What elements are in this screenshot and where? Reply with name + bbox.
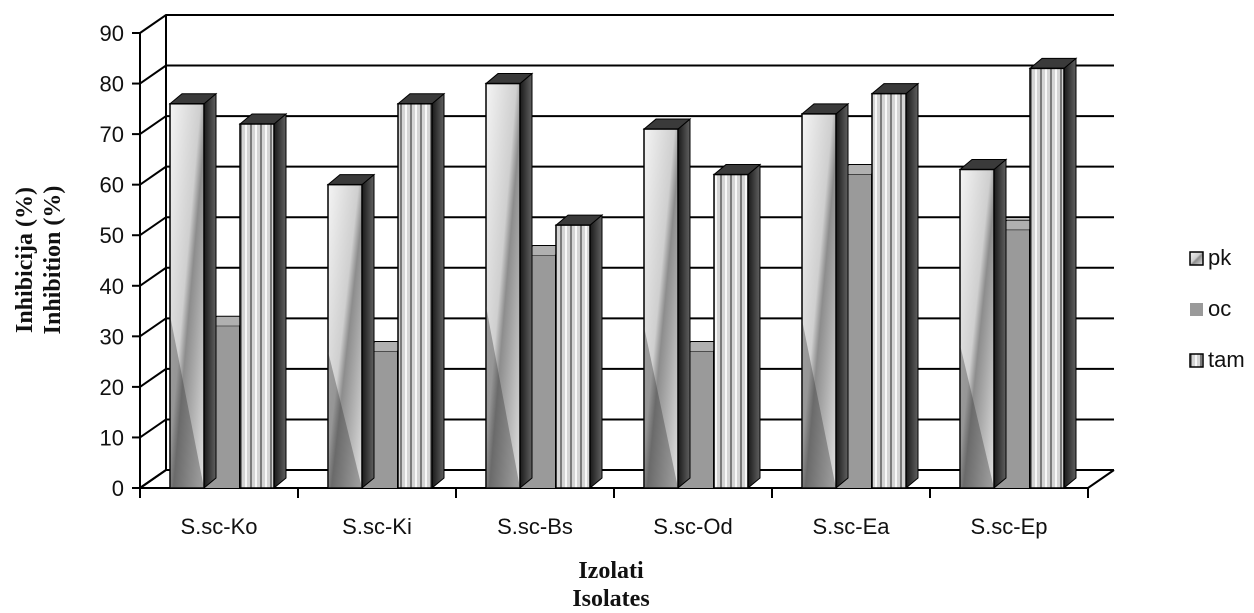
legend-item-oc: oc [1190, 296, 1231, 321]
y-tick-label: 80 [100, 72, 124, 97]
bar-front [801, 113, 837, 489]
bar-front [871, 92, 907, 489]
bar-tam-S.sc-Ep [1028, 57, 1078, 490]
bar-tam-S.sc-Ki [396, 92, 446, 490]
legend: pk oc tam [1189, 245, 1245, 372]
legend-label: oc [1208, 296, 1231, 321]
bar-front [169, 103, 205, 489]
legend-swatch [1190, 303, 1203, 316]
y-tick-label: 0 [112, 476, 124, 501]
x-axis-title-line1: Izolati [578, 558, 644, 584]
legend-item-pk: pk [1189, 245, 1232, 270]
bar-pk-S.sc-Ea [800, 102, 850, 490]
bar-front [397, 103, 433, 489]
bar-pk-S.sc-Ep [958, 158, 1008, 490]
y-tick-label: 90 [100, 21, 124, 46]
gridline [139, 469, 1114, 489]
gridline [139, 165, 1114, 186]
bar-front [327, 183, 363, 489]
y-axis-title-line1: Inhibicija (%) [12, 187, 38, 333]
bar-front [1029, 67, 1065, 489]
x-category-label: S.sc-Ea [812, 514, 890, 539]
bar-front [959, 168, 995, 489]
legend-swatch [1189, 251, 1204, 266]
y-tick-label: 40 [100, 274, 124, 299]
gridline [139, 266, 1114, 287]
bar-tam-S.sc-Bs [554, 214, 604, 490]
left-wall [139, 15, 167, 489]
bar-shade [644, 326, 678, 488]
bar-pk-S.sc-Ki [326, 173, 376, 490]
y-tick-label: 60 [100, 173, 124, 198]
bar-shade [328, 351, 362, 488]
gridline [139, 367, 1114, 388]
bar-side [361, 173, 375, 490]
gridline [139, 317, 1114, 338]
bar-shade [960, 344, 994, 488]
bar-tam-S.sc-Ko [238, 112, 288, 490]
bar-pk-S.sc-Od [642, 117, 692, 490]
y-tick-label: 10 [100, 425, 124, 450]
legend-label: pk [1208, 245, 1232, 270]
bar-side [905, 82, 919, 490]
gridline [139, 14, 1114, 34]
gridline [139, 115, 1114, 135]
y-axis-title-line2: Inhibition (%) [40, 186, 66, 335]
x-category-label: S.sc-Ep [970, 514, 1047, 539]
x-category-label: S.sc-Ko [180, 514, 257, 539]
y-tick-label: 30 [100, 324, 124, 349]
y-tick-label: 50 [100, 223, 124, 248]
gridlines [139, 14, 1114, 489]
bar-shade [170, 315, 204, 488]
legend-label: tam [1208, 347, 1245, 372]
bar-side [589, 214, 603, 490]
bar-side [677, 117, 691, 490]
bar-side [203, 92, 217, 490]
bar-shade [802, 319, 836, 488]
bar-front [555, 224, 591, 489]
bar-front [713, 173, 749, 489]
bar-side [273, 112, 287, 490]
x-category-label: S.sc-Ki [342, 514, 412, 539]
bar-side [993, 158, 1007, 490]
x-axis-title-line2: Isolates [572, 586, 649, 612]
y-axis-ticks: 0 10 20 30 40 50 60 70 80 90 [100, 21, 140, 501]
y-tick-label: 20 [100, 375, 124, 400]
gridline [139, 418, 1114, 439]
bar-pk-S.sc-Ko [168, 92, 218, 490]
x-axis-categories: S.sc-Ko S.sc-Ki S.sc-Bs S.sc-Od S.sc-Ea S.sc-… [139, 488, 1089, 539]
y-tick-label: 70 [100, 122, 124, 147]
bar-side [519, 72, 533, 490]
bar-front [485, 82, 521, 489]
legend-swatch [1189, 353, 1204, 368]
legend-item-tam: tam [1189, 347, 1245, 372]
gridline [139, 64, 1114, 85]
bar-front [643, 128, 679, 489]
bar-side [835, 102, 849, 490]
bars [168, 57, 1078, 490]
bar-side [1063, 57, 1077, 490]
bar-tam-S.sc-Od [712, 163, 762, 490]
gridline [139, 216, 1114, 237]
bar-shade [486, 306, 520, 488]
bar-tam-S.sc-Ea [870, 82, 920, 490]
x-category-label: S.sc-Bs [497, 514, 573, 539]
bar-side [747, 163, 761, 490]
bar-pk-S.sc-Bs [484, 72, 534, 490]
bar-side [431, 92, 445, 490]
bar-front [239, 123, 275, 489]
x-category-label: S.sc-Od [653, 514, 732, 539]
